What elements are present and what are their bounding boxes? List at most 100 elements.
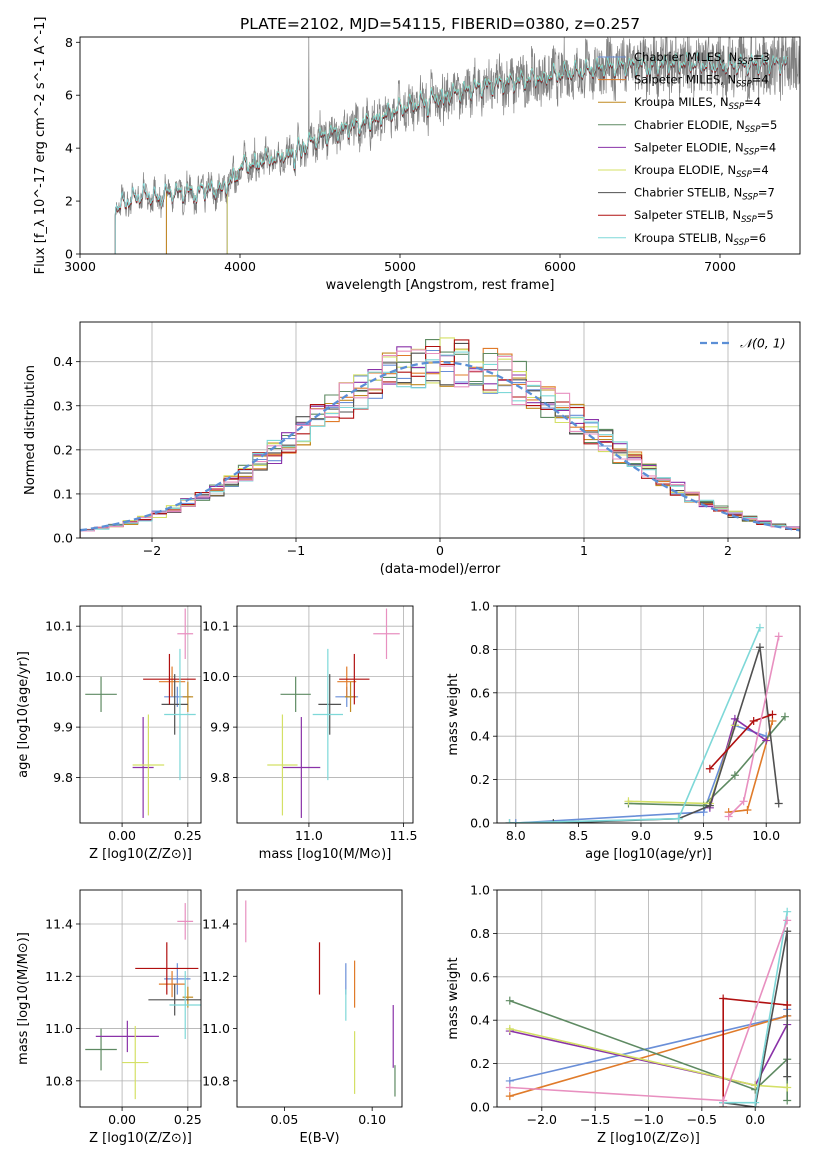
age-vs-Z-ytick-label: 10.1 xyxy=(45,619,73,634)
figure-title: PLATE=2102, MJD=54115, FIBERID=0380, z=0… xyxy=(240,15,640,33)
weight-vs-age-ytick-label: 0.2 xyxy=(470,772,490,787)
age-vs-Z-frame xyxy=(79,605,202,824)
mass-vs-Z-errorbar-point xyxy=(169,971,201,1040)
mass-vs-Z-errorbar-point xyxy=(95,1020,159,1053)
age-vs-Z-errorbar-point xyxy=(164,648,196,781)
weight-vs-age-marker xyxy=(724,812,733,821)
age-vs-mass-grid xyxy=(237,606,413,823)
age-vs-mass-ytick-label: 9.9 xyxy=(210,720,230,735)
age-vs-Z-ylabel: age [log10(age/yr)] xyxy=(16,651,31,778)
weight-vs-Z-marker xyxy=(783,1096,792,1105)
weight-vs-Z-axes: −2.0 −1.5 −1.0 −0.5 0.0 0.0 0.2 0.4 0.6 0.8 1.0 Z [… xyxy=(446,883,801,1146)
mass-vs-Z-errorbar-point xyxy=(85,1028,117,1071)
mass-vs-EBV-ytick-label: 11.0 xyxy=(202,1021,230,1036)
age-vs-Z-panel: 0.00 0.25 9.8 9.9 10.0 10.1 Z [log10(Z/Z⊙)] age… xyxy=(16,605,202,862)
weight-vs-age-xtick-label: 9.0 xyxy=(631,828,651,843)
weight-vs-age-ylabel: mass weight xyxy=(446,673,461,755)
residuals-ytick-label: 0.3 xyxy=(53,398,73,413)
residuals-legend: 𝒩(0, 1) xyxy=(700,336,786,351)
age-vs-Z-errorbar-point xyxy=(132,717,154,818)
age-vs-mass-errorbar-point xyxy=(280,676,311,712)
mass-vs-Z-errorbar-point xyxy=(158,971,186,998)
weight-vs-Z-xtick-label: 0.0 xyxy=(745,1112,765,1127)
mass-vs-EBV-axes: 0.05 0.10 10.8 11.0 11.2 11.4 E(B-V) xyxy=(202,889,403,1146)
spectrum-axes: 3000 4000 5000 6000 7000 0 2 4 6 8 wavelength [Ang… xyxy=(33,17,801,293)
residuals-xtick-label: −1 xyxy=(287,543,305,558)
mass-vs-Z-axes: 0.00 0.25 10.8 11.0 11.2 11.4 Z [log10(Z/Z⊙)] m… xyxy=(16,889,202,1146)
weight-vs-age-marker xyxy=(674,814,683,823)
residuals-xtick-label: 2 xyxy=(724,543,732,558)
spectrum-ylabel: Flux [f_λ 10^-17 erg cm^-2 s^-1 A^-1] xyxy=(33,17,48,275)
spectrum-legend-entry: Chabrier STELIB, NSSP=7 xyxy=(634,186,775,203)
residuals-xtick-label: 0 xyxy=(436,543,444,558)
weight-vs-Z-marker xyxy=(783,1072,792,1081)
weight-vs-Z-ytick-label: 0.6 xyxy=(470,969,490,984)
spectrum-xtick-label: 6000 xyxy=(544,259,576,274)
weight-vs-age-ytick-label: 0.0 xyxy=(470,816,490,831)
residuals-ylabel: Normed distribution xyxy=(23,365,38,495)
weight-vs-Z-marker xyxy=(783,1001,792,1010)
weight-vs-age-xtick-label: 10.0 xyxy=(752,828,780,843)
weight-vs-age-axes: 8.0 8.5 9.0 9.5 10.0 0.0 0.2 0.4 0.6 0.8 1.0 age [l… xyxy=(446,599,801,862)
weight-vs-Z-frame xyxy=(496,889,801,1108)
weight-vs-age-plot-area xyxy=(505,623,789,823)
weight-vs-age-xlabel: age [log10(age/yr)] xyxy=(585,847,712,862)
residuals-xtick-label: 1 xyxy=(580,543,588,558)
age-vs-Z-errorbar-point xyxy=(158,666,186,697)
weight-vs-age-marker xyxy=(755,643,764,652)
age-vs-mass-xtick-label: 11.5 xyxy=(390,828,418,843)
mass-vs-Z-errorbar-point xyxy=(177,903,194,940)
weight-vs-age-ytick-label: 0.6 xyxy=(470,685,490,700)
weight-vs-age-marker xyxy=(505,819,514,823)
mass-vs-Z-errorbar-point xyxy=(135,942,199,995)
weight-vs-age-ytick-label: 0.8 xyxy=(470,642,490,657)
weight-vs-Z-ytick-label: 0.8 xyxy=(470,926,490,941)
weight-vs-Z-marker xyxy=(783,907,792,916)
weight-vs-age-series-line xyxy=(515,724,767,823)
weight-vs-age-series-line xyxy=(509,627,761,823)
weight-vs-Z-marker xyxy=(719,994,728,1003)
weight-vs-Z-plot-area xyxy=(505,907,792,1107)
mass-vs-Z-xtick-label: 0.25 xyxy=(174,1112,202,1127)
weight-vs-Z-ytick-label: 0.0 xyxy=(470,1100,490,1115)
residuals-ytick-label: 0.1 xyxy=(53,486,73,501)
weight-vs-Z-ytick-label: 0.2 xyxy=(470,1056,490,1071)
weight-vs-age-marker xyxy=(624,797,633,806)
age-vs-mass-axes: 11.0 11.5 9.8 9.9 10.0 10.1 mass [log10(M/M⊙)] xyxy=(202,605,418,862)
spectrum-frame xyxy=(79,36,801,255)
mass-vs-EBV-xtick-label: 0.05 xyxy=(270,1112,298,1127)
weight-vs-Z-marker xyxy=(505,996,514,1005)
age-vs-Z-errorbar-point xyxy=(85,676,117,712)
weight-vs-Z-xtick-label: −2.0 xyxy=(527,1112,557,1127)
mass-vs-Z-panel: 0.00 0.25 10.8 11.0 11.2 11.4 Z [log10(Z/Z⊙)] m… xyxy=(16,889,202,1146)
age-vs-mass-errorbar-point xyxy=(339,653,370,705)
weight-vs-Z-ytick-label: 1.0 xyxy=(470,883,490,898)
age-vs-Z-ytick-label: 9.9 xyxy=(53,720,73,735)
age-vs-mass-errorbar-point xyxy=(282,717,321,818)
weight-vs-age-marker xyxy=(762,736,771,745)
mass-vs-Z-ytick-label: 11.2 xyxy=(45,969,73,984)
normal-reference-curve xyxy=(80,360,800,532)
spectrum-xtick-label: 4000 xyxy=(224,259,256,274)
spectrum-ytick-label: 8 xyxy=(65,35,73,50)
residuals-ytick-label: 0.0 xyxy=(53,531,73,546)
weight-vs-age-frame xyxy=(496,605,801,824)
weight-vs-age-series-line xyxy=(628,716,786,807)
age-vs-mass-ytick-label: 10.0 xyxy=(202,669,230,684)
mass-vs-Z-grid xyxy=(80,890,201,1107)
age-vs-mass-xtick-label: 11.0 xyxy=(295,828,323,843)
mass-vs-Z-ylabel: mass [log10(M/M⊙)] xyxy=(16,932,31,1065)
weight-vs-age-marker xyxy=(755,623,764,632)
weight-vs-age-marker xyxy=(749,717,758,726)
spectrum-legend-entry: Salpeter STELIB, NSSP=5 xyxy=(634,208,774,225)
residual-histogram xyxy=(80,349,800,538)
weight-vs-Z-marker xyxy=(505,1083,514,1092)
weight-vs-age-marker xyxy=(705,801,714,810)
age-vs-mass-errorbar-point xyxy=(337,666,357,697)
age-vs-mass-ytick-label: 10.1 xyxy=(202,619,230,634)
spectrum-legend-entry: Salpeter ELODIE, NSSP=4 xyxy=(634,140,776,157)
residuals-ytick-label: 0.2 xyxy=(53,442,73,457)
weight-vs-age-marker xyxy=(739,797,748,806)
weight-vs-age-series-line xyxy=(509,646,780,823)
